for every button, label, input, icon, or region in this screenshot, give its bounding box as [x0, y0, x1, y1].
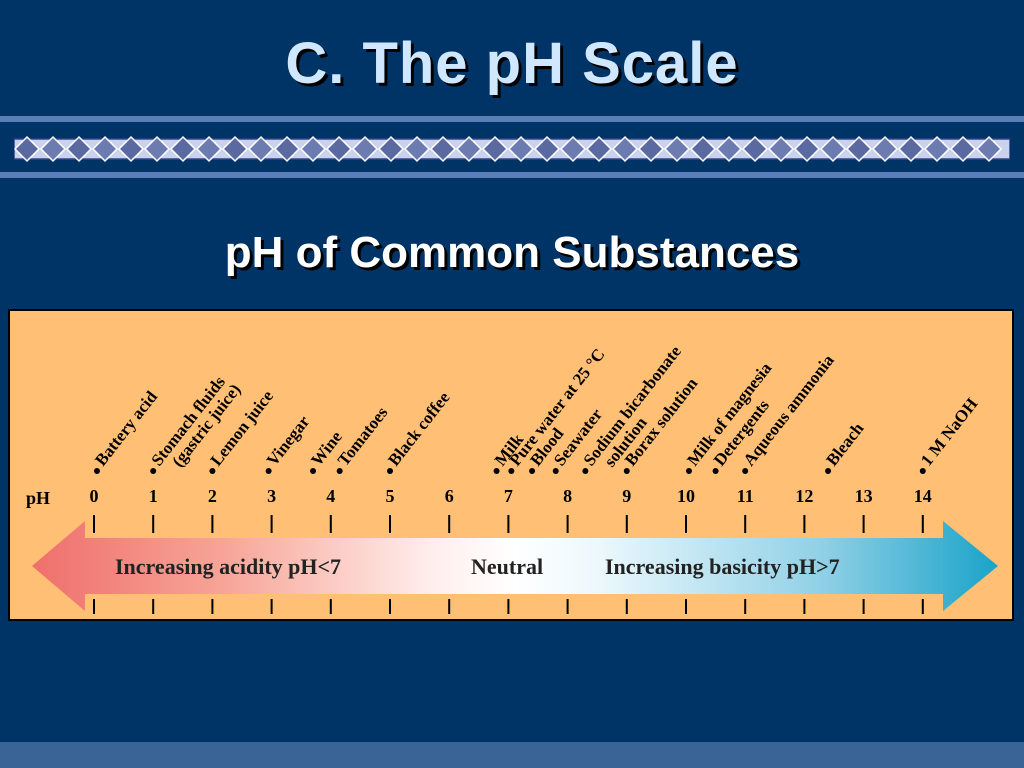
substance-dot — [209, 468, 216, 474]
slide-title: C. The pH Scale — [285, 31, 739, 96]
border-diamond — [325, 135, 353, 163]
ph-scale-panel: pH 0 1 2 3 4 5 6 7 8 9 10 11 12 13 14 Battery acid Stom… — [8, 309, 1014, 621]
border-diamond — [455, 135, 483, 163]
border-diamond — [585, 135, 613, 163]
border-diamond — [871, 135, 899, 163]
ph-tick-label: 13 — [855, 486, 873, 506]
substance-label: Vinegar — [263, 412, 314, 470]
border-diamond — [533, 135, 561, 163]
bottom-rule — [0, 172, 1024, 178]
border-diamond — [897, 135, 925, 163]
border-diamond — [611, 135, 639, 163]
substance-dot — [310, 468, 317, 474]
ph-axis-label: pH — [26, 488, 50, 508]
substance-label: Bleach — [822, 419, 868, 470]
border-diamond — [637, 135, 665, 163]
ph-tick-label: 1 — [149, 486, 158, 506]
border-diamond — [143, 135, 171, 163]
substance-label-line: 1 M NaOH — [917, 395, 981, 470]
substance-label: 1 M NaOH — [917, 395, 981, 470]
border-diamond — [741, 135, 769, 163]
ph-tick-label: 8 — [563, 486, 572, 506]
border-diamond — [923, 135, 951, 163]
border-diamond — [195, 135, 223, 163]
ph-scale-diagram: pH 0 1 2 3 4 5 6 7 8 9 10 11 12 13 14 Battery acidStom… — [26, 342, 998, 614]
border-diamond — [429, 135, 457, 163]
border-diamond — [351, 135, 379, 163]
ph-tick-label: 0 — [90, 486, 99, 506]
substance-label-line: Tomatoes — [334, 403, 392, 470]
border-diamond — [14, 135, 41, 163]
ph-tick-label: 11 — [737, 486, 754, 506]
border-diamond — [39, 135, 67, 163]
border-diamond — [221, 135, 249, 163]
border-diamond — [247, 135, 275, 163]
substance-dot — [825, 468, 832, 474]
substance-dot — [336, 468, 343, 474]
border-diamond — [559, 135, 587, 163]
border-diamond — [91, 135, 119, 163]
border-diamond — [663, 135, 691, 163]
acidity-label: Increasing acidity pH<7 — [115, 554, 341, 579]
slide-subtitle: pH of Common Substances — [224, 228, 800, 277]
border-diamond — [377, 135, 405, 163]
substance-dot — [265, 468, 272, 474]
border-diamond — [169, 135, 197, 163]
substance-label-line: Black coffee — [384, 388, 454, 470]
substance-dot — [685, 468, 692, 474]
substance-dot — [93, 468, 100, 474]
ph-tick-label: 14 — [914, 486, 932, 506]
border-diamond — [819, 135, 847, 163]
ph-tick-label: 9 — [622, 486, 631, 506]
substance-dot — [623, 468, 630, 474]
border-diamond — [481, 135, 509, 163]
substance-label: Black coffee — [384, 388, 454, 470]
ph-tick-label: 10 — [677, 486, 695, 506]
border-diamond — [507, 135, 535, 163]
top-rule — [0, 116, 1024, 122]
ph-tick-label: 3 — [267, 486, 276, 506]
substance-dot — [919, 468, 926, 474]
substance-dot — [508, 468, 515, 474]
border-diamond — [273, 135, 301, 163]
bottom-strip — [0, 742, 1024, 768]
border-diamond — [689, 135, 717, 163]
ph-tick-label: 7 — [504, 486, 513, 506]
substance-label-line: Vinegar — [263, 412, 314, 470]
neutral-label: Neutral — [471, 554, 543, 579]
substance-dot — [742, 468, 749, 474]
border-diamond — [117, 135, 145, 163]
substance-dot — [150, 468, 157, 474]
border-diamond — [949, 135, 977, 163]
ph-tick-label: 4 — [326, 486, 335, 506]
ph-tick-label: 12 — [795, 486, 813, 506]
ph-tick-label: 6 — [445, 486, 454, 506]
substance-dot — [387, 468, 393, 474]
substance-dot — [582, 468, 589, 474]
ph-gradient-arrow — [32, 521, 998, 611]
border-diamond — [65, 135, 93, 163]
substance-label-line: Bleach — [822, 419, 868, 470]
ph-tick-label: 5 — [386, 486, 395, 506]
border-diamond — [793, 135, 821, 163]
ph-tick-label: 2 — [208, 486, 217, 506]
substance-label: Tomatoes — [334, 403, 392, 470]
substance-dot — [712, 468, 719, 474]
substance-dot — [493, 468, 500, 474]
border-diamond — [715, 135, 743, 163]
border-diamond — [845, 135, 873, 163]
substance-label: Stomach fluids(gastric juice) — [147, 370, 244, 480]
border-diamond — [299, 135, 327, 163]
substance-dot — [552, 468, 559, 474]
substance-dot — [529, 468, 536, 474]
border-diamond — [403, 135, 431, 163]
diamond-border — [14, 135, 1010, 163]
border-diamond — [767, 135, 795, 163]
border-diamond — [975, 135, 1003, 163]
basicity-label: Increasing basicity pH>7 — [605, 554, 840, 579]
